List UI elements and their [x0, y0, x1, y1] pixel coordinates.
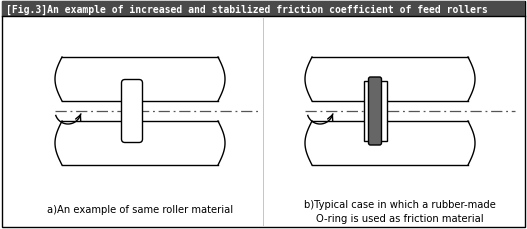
Bar	[62, 58, 218, 101]
Bar	[312, 58, 468, 101]
Bar	[312, 121, 468, 165]
FancyBboxPatch shape	[368, 78, 382, 145]
Bar	[62, 121, 218, 165]
Text: [Fig.3]An example of increased and stabilized friction coefficient of feed rolle: [Fig.3]An example of increased and stabi…	[6, 4, 488, 15]
Bar	[364, 82, 370, 141]
Bar	[2, 2, 525, 17]
Text: a)An example of same roller material: a)An example of same roller material	[47, 204, 233, 214]
Bar	[379, 82, 386, 141]
FancyBboxPatch shape	[122, 80, 142, 143]
Text: b)Typical case in which a rubber-made
O-ring is used as friction material: b)Typical case in which a rubber-made O-…	[304, 199, 496, 223]
